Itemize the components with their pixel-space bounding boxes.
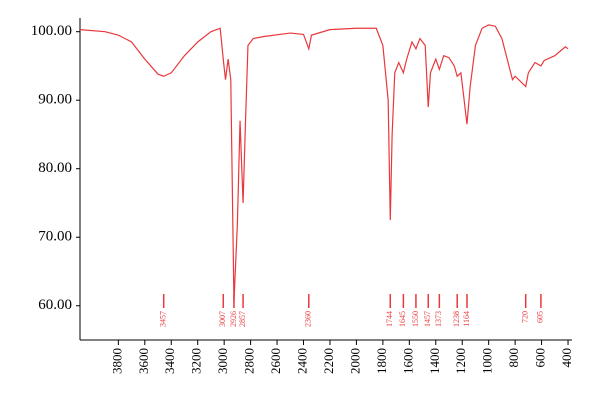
x-tick-label: 1600 (400, 348, 415, 374)
x-tick-label: 1200 (453, 348, 468, 374)
x-tick-label: 3400 (162, 348, 177, 374)
x-tick-label: 2600 (268, 348, 283, 374)
x-tick-label: 600 (533, 348, 548, 368)
peak-label: 1550 (411, 311, 420, 327)
x-tick-label: 2200 (321, 348, 336, 374)
x-tick-label: 1000 (480, 348, 495, 374)
x-tick-label: 2800 (242, 348, 257, 374)
x-tick-label: 3200 (189, 348, 204, 374)
y-tick-label: 80.00 (38, 160, 72, 176)
peak-label: 3457 (159, 311, 168, 327)
peak-label: 1373 (434, 311, 443, 327)
peak-label: 2926 (229, 311, 238, 327)
peak-label: 1645 (398, 311, 407, 327)
peak-label: 3007 (218, 311, 227, 327)
peak-label: 2857 (238, 311, 247, 327)
x-tick-label: 3000 (215, 348, 230, 374)
x-tick-label: 1800 (374, 348, 389, 374)
peak-label: 1238 (452, 311, 461, 327)
x-tick-label: 3600 (136, 348, 151, 374)
y-tick-label: 70.00 (38, 229, 72, 245)
peak-label: 1457 (423, 311, 432, 327)
x-tick-label: 1400 (427, 348, 442, 374)
y-tick-label: 100.00 (31, 23, 72, 39)
x-tick-label: 800 (506, 348, 521, 368)
peak-label: 1744 (385, 311, 394, 327)
peak-label: 605 (536, 311, 545, 323)
x-tick-label: 3800 (109, 348, 124, 374)
peak-label: 1164 (462, 311, 471, 327)
x-tick-label: 2000 (347, 348, 362, 374)
peak-label: 720 (521, 311, 530, 323)
spectrum-line (79, 24, 569, 303)
y-tick-label: 60.00 (38, 297, 72, 313)
x-tick-label: 400 (559, 348, 574, 368)
peak-label: 2360 (304, 311, 313, 327)
x-tick-label: 2400 (295, 348, 310, 374)
y-tick-label: 90.00 (38, 92, 72, 108)
